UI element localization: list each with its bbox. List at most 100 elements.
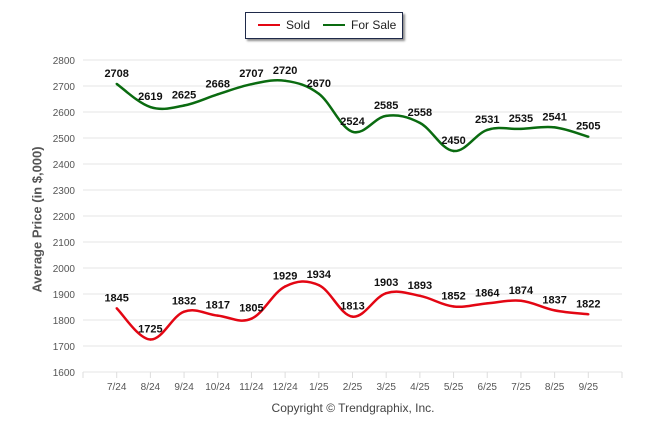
data-label-sold: 1903 bbox=[374, 277, 398, 289]
data-point-for-sale bbox=[182, 104, 186, 107]
data-point-for-sale bbox=[149, 105, 152, 109]
data-label-sold: 1832 bbox=[172, 296, 196, 308]
data-label-for-sale: 2720 bbox=[273, 65, 297, 77]
data-point-for-sale bbox=[317, 92, 321, 96]
y-tick-label: 1700 bbox=[53, 342, 76, 353]
x-tick-label: 7/25 bbox=[511, 382, 531, 393]
data-point-sold bbox=[519, 299, 523, 302]
y-tick-label: 2700 bbox=[53, 82, 76, 93]
data-point-for-sale bbox=[452, 149, 455, 153]
legend-item-sold[interactable]: Sold bbox=[258, 18, 310, 32]
data-label-sold: 1874 bbox=[509, 285, 534, 297]
data-label-for-sale: 2707 bbox=[239, 68, 263, 80]
data-point-sold bbox=[283, 285, 287, 288]
data-label-sold: 1864 bbox=[475, 287, 500, 299]
y-tick-label: 2600 bbox=[53, 108, 76, 119]
data-label-for-sale: 2625 bbox=[172, 90, 196, 102]
series-lines bbox=[115, 79, 590, 341]
data-label-for-sale: 2708 bbox=[104, 68, 128, 80]
y-tick-label: 2200 bbox=[53, 212, 76, 223]
legend-item-for-sale[interactable]: For Sale bbox=[323, 18, 396, 32]
data-label-sold: 1837 bbox=[542, 294, 566, 306]
x-tick-label: 1/25 bbox=[309, 382, 329, 393]
data-point-for-sale bbox=[553, 126, 556, 129]
x-axis-ticks: 7/24 8/24 9/24 10/24 11/24 12/24 1/25 2/25 3/25 4… bbox=[82, 372, 623, 393]
data-label-for-sale: 2558 bbox=[408, 107, 432, 119]
x-tick-label: 11/24 bbox=[239, 382, 264, 393]
data-label-sold: 1929 bbox=[273, 270, 297, 282]
x-tick-label: 3/25 bbox=[376, 382, 396, 393]
data-labels: 1845 1725 1832 1817 1805 1929 1934 1813 1903 1893… bbox=[104, 65, 600, 336]
legend-label-for-sale: For Sale bbox=[351, 18, 397, 32]
x-tick-label: 2/25 bbox=[343, 382, 363, 393]
y-axis-ticks: 1600 1700 1800 1900 2000 2100 2200 2300 2400 2500… bbox=[53, 56, 76, 379]
x-tick-label: 12/24 bbox=[273, 382, 298, 393]
data-label-sold: 1805 bbox=[239, 303, 263, 315]
legend-swatch-for-sale bbox=[323, 24, 345, 26]
y-tick-label: 2400 bbox=[53, 160, 76, 171]
legend-label-sold: Sold bbox=[286, 18, 311, 32]
y-tick-label: 2800 bbox=[53, 56, 76, 67]
data-label-for-sale: 2505 bbox=[576, 121, 600, 133]
data-label-sold: 1822 bbox=[576, 298, 600, 310]
data-point-for-sale bbox=[418, 121, 422, 125]
y-tick-label: 2000 bbox=[53, 264, 76, 275]
y-axis-title: Average Price (in $,000) bbox=[29, 146, 45, 293]
x-tick-label: 8/25 bbox=[545, 382, 565, 393]
data-point-for-sale bbox=[216, 93, 219, 96]
data-label-for-sale: 2619 bbox=[138, 91, 162, 103]
x-tick-label: 9/25 bbox=[579, 382, 599, 393]
data-label-sold: 1817 bbox=[206, 300, 230, 312]
data-point-for-sale bbox=[486, 128, 489, 132]
y-tick-label: 2100 bbox=[53, 238, 76, 249]
data-point-sold bbox=[384, 292, 388, 295]
copyright-footer: Copyright © Trendgraphix, Inc. bbox=[0, 401, 646, 415]
data-label-sold: 1813 bbox=[340, 301, 364, 313]
data-label-sold: 1893 bbox=[408, 280, 432, 292]
data-point-sold bbox=[587, 313, 590, 316]
data-point-sold bbox=[115, 307, 118, 310]
data-label-for-sale: 2524 bbox=[340, 116, 365, 128]
data-point-sold bbox=[452, 305, 455, 308]
y-tick-label: 2500 bbox=[53, 134, 76, 145]
x-tick-label: 10/24 bbox=[205, 382, 230, 393]
x-tick-label: 4/25 bbox=[410, 382, 430, 393]
data-label-for-sale: 2670 bbox=[307, 78, 331, 90]
data-point-sold bbox=[418, 294, 422, 298]
data-label-for-sale: 2535 bbox=[509, 113, 533, 125]
data-point-sold bbox=[149, 338, 152, 341]
copyright-text: Copyright © Trendgraphix, Inc. bbox=[271, 401, 435, 415]
data-label-sold: 1725 bbox=[138, 324, 162, 336]
data-point-for-sale bbox=[519, 127, 523, 131]
data-point-for-sale bbox=[351, 130, 354, 133]
y-tick-label: 2300 bbox=[53, 186, 76, 197]
data-point-sold bbox=[486, 302, 489, 305]
y-tick-label: 1800 bbox=[53, 316, 76, 327]
data-point-sold bbox=[216, 314, 219, 317]
y-tick-label: 1600 bbox=[53, 368, 76, 379]
data-point-for-sale bbox=[587, 135, 590, 138]
data-label-for-sale: 2450 bbox=[441, 135, 465, 147]
x-tick-label: 9/24 bbox=[174, 382, 194, 393]
data-point-sold bbox=[553, 309, 556, 312]
data-point-sold bbox=[351, 315, 354, 318]
data-point-sold bbox=[317, 283, 321, 287]
data-label-for-sale: 2531 bbox=[475, 114, 499, 126]
x-tick-label: 6/25 bbox=[478, 382, 498, 393]
x-tick-label: 7/24 bbox=[107, 382, 127, 393]
data-label-sold: 1845 bbox=[104, 292, 128, 304]
gridlines bbox=[83, 59, 622, 373]
data-point-sold bbox=[182, 310, 186, 313]
data-point-for-sale bbox=[115, 82, 118, 86]
data-label-for-sale: 2668 bbox=[206, 78, 230, 90]
legend-swatch-sold bbox=[258, 24, 280, 26]
data-point-for-sale bbox=[283, 79, 287, 83]
data-label-for-sale: 2585 bbox=[374, 100, 398, 112]
y-tick-label: 1900 bbox=[53, 290, 76, 301]
data-label-sold: 1852 bbox=[441, 290, 465, 302]
data-label-sold: 1934 bbox=[307, 269, 332, 281]
x-tick-label: 8/24 bbox=[141, 382, 161, 393]
legend: Sold For Sale bbox=[245, 12, 403, 39]
data-point-for-sale bbox=[384, 114, 388, 118]
